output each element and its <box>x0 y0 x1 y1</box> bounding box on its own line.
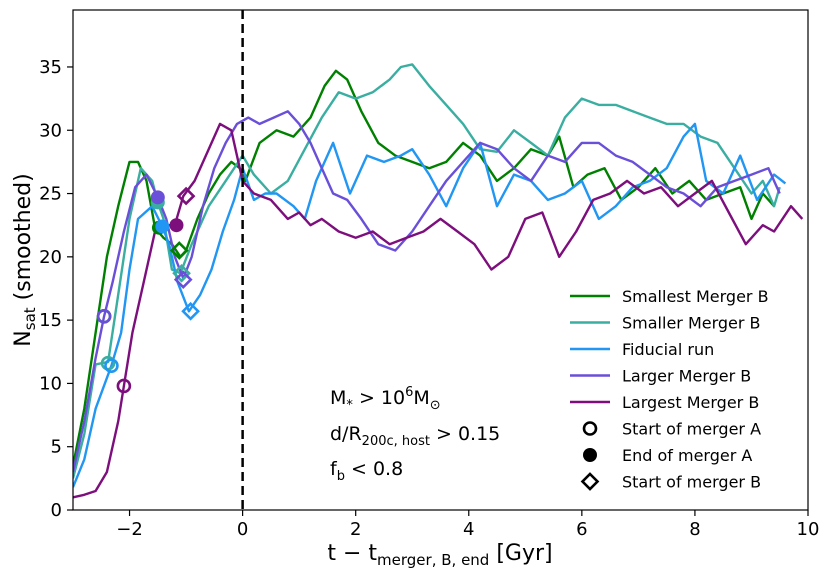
plot-frame <box>72 9 809 511</box>
annotation-mass-cut: M* > 106M⊙ <box>330 385 441 413</box>
marker-layer <box>96 186 200 394</box>
legend-swatch <box>583 448 597 462</box>
x-tick-label: 4 <box>463 519 474 540</box>
legend-entry-start-of-merger-a: Start of merger A <box>582 420 761 439</box>
legend-entry-smallest-merger-b: Smallest Merger B <box>570 287 769 306</box>
start-merger-b-marker-smaller-merger-b <box>172 263 191 283</box>
x-tick-label: 0 <box>237 519 248 540</box>
legend-swatch <box>580 472 600 491</box>
y-tick-label: 30 <box>39 120 62 141</box>
legend-entry-fiducial-run: Fiducial run <box>570 340 714 359</box>
x-tick-label: 10 <box>797 519 820 540</box>
legend-entry-smaller-merger-b: Smaller Merger B <box>570 314 761 333</box>
y-tick-label: 0 <box>51 500 62 521</box>
end-merger-a-marker-larger-merger-b <box>150 190 165 205</box>
y-tick-label: 5 <box>51 437 62 458</box>
start-merger-b-marker-smallest-merger-b <box>169 241 189 260</box>
x-tick-label: 8 <box>689 519 700 540</box>
legend-label: Smallest Merger B <box>622 287 769 306</box>
y-axis-label: Nsat (smoothed) <box>11 173 39 346</box>
end-merger-a-marker-fiducial-run <box>155 219 170 234</box>
legend-label: Start of merger B <box>622 473 761 492</box>
y-tick-label: 15 <box>39 310 62 331</box>
start-merger-b-marker-fiducial-run <box>181 301 200 321</box>
legend-label: Start of merger A <box>622 420 761 439</box>
annotation-fb-cut: fb < 0.8 <box>330 458 403 484</box>
legend: Smallest Merger B Smaller Merger B Fiducia… <box>570 287 769 492</box>
ticks-layer: −2 0 2 4 6 8 10 0 5 10 15 20 25 30 35 <box>39 57 819 540</box>
series-line-larger-merger-b <box>73 110 781 473</box>
legend-entry-end-of-merger-a: End of merger A <box>583 446 752 465</box>
legend-label: Largest Merger B <box>622 393 759 412</box>
start-merger-b-marker-larger-merger-b <box>173 270 193 289</box>
x-axis-label: t − tmerger, B, end [Gyr] <box>327 541 552 569</box>
start-merger-a-marker-largest-merger-b <box>116 378 132 394</box>
annotation-distance-cut: d/R200c, host > 0.15 <box>330 423 500 449</box>
series-line-smaller-merger-b <box>73 63 781 479</box>
legend-entry-start-of-merger-b: Start of merger B <box>580 472 761 492</box>
legend-entry-larger-merger-b: Larger Merger B <box>570 367 751 386</box>
start-merger-a-marker-fiducial-run <box>104 358 119 373</box>
y-tick-label: 35 <box>39 57 62 78</box>
legend-entry-largest-merger-b: Largest Merger B <box>570 393 759 412</box>
legend-label: Larger Merger B <box>622 367 751 386</box>
start-merger-b-marker-largest-merger-b <box>176 186 196 206</box>
x-tick-label: 2 <box>350 519 361 540</box>
legend-label: Smaller Merger B <box>622 314 761 333</box>
start-merger-a-marker-larger-merger-b <box>96 309 112 324</box>
legend-label: End of merger A <box>622 446 752 465</box>
y-tick-label: 20 <box>39 247 62 268</box>
legend-swatch <box>582 421 598 436</box>
legend-label: Fiducial run <box>622 340 714 359</box>
annotation-block: M* > 106M⊙ d/R200c, host > 0.15 fb < 0.8 <box>330 385 500 484</box>
y-tick-label: 10 <box>39 373 62 394</box>
end-merger-a-marker-largest-merger-b <box>169 218 184 233</box>
x-tick-label: 6 <box>576 519 587 540</box>
x-tick-label: −2 <box>116 519 143 540</box>
series-line-fiducial-run <box>73 122 787 488</box>
y-tick-label: 25 <box>39 184 62 205</box>
